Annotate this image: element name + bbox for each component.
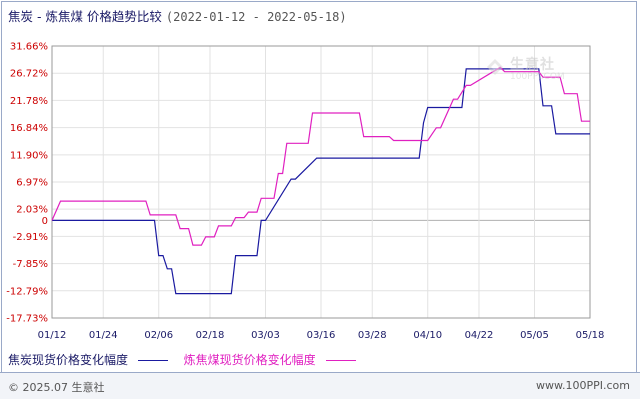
- y-tick-label: 16.84%: [10, 123, 48, 134]
- y-tick-label: 6.97%: [16, 177, 48, 188]
- y-tick-label: -12.79%: [6, 286, 48, 297]
- y-tick-label: 26.72%: [10, 69, 48, 80]
- legend-item-coking-coal: 炼焦煤现货价格变化幅度: [184, 351, 356, 368]
- x-tick-label: 03/28: [358, 330, 387, 341]
- x-tick-label: 04/22: [465, 330, 494, 341]
- x-tick-label: 01/12: [38, 330, 67, 341]
- x-tick-label: 05/18: [576, 330, 605, 341]
- y-tick-label: 21.78%: [10, 96, 48, 107]
- chart-title: 焦炭 - 炼焦煤 价格趋势比较 (2022-01-12 - 2022-05-18…: [8, 6, 347, 25]
- x-tick-label: 02/06: [144, 330, 173, 341]
- x-tick-label: 05/05: [520, 330, 549, 341]
- footer-bar: © 2025.07 生意社 www.100PPI.com: [0, 372, 640, 399]
- plot-border: [51, 45, 591, 319]
- x-tick-label: 04/10: [413, 330, 442, 341]
- footer-site-link[interactable]: www.100PPI.com: [536, 379, 630, 392]
- series-line-coking-coal: [51, 66, 590, 246]
- legend-item-coke: 焦炭现货价格变化幅度: [8, 351, 168, 368]
- x-tick-label: 03/16: [307, 330, 336, 341]
- y-tick-label: -2.91%: [13, 232, 48, 243]
- y-tick-label: -17.73%: [6, 314, 48, 325]
- watermark-subtext: 100PPI.COM: [510, 72, 565, 82]
- y-tick-label: 2.03%: [16, 205, 48, 216]
- x-tick-label: 01/24: [89, 330, 118, 341]
- legend-label-coking-coal: 炼焦煤现货价格变化幅度: [183, 353, 316, 367]
- chart-title-main: 焦炭 - 炼焦煤 价格趋势比较: [8, 9, 162, 24]
- y-tick-label: -7.85%: [13, 259, 48, 270]
- footer-copyright: © 2025.07 生意社: [8, 381, 105, 394]
- legend-swatch-coke: [137, 360, 168, 361]
- x-tick-label: 02/18: [196, 330, 225, 341]
- y-tick-label: 11.90%: [10, 150, 48, 161]
- watermark-icon: [487, 59, 503, 75]
- legend-label-coke: 焦炭现货价格变化幅度: [8, 353, 129, 367]
- x-tick-label: 03/03: [251, 330, 280, 341]
- legend-swatch-coking-coal: [325, 360, 356, 361]
- y-tick-label: 0: [42, 216, 48, 227]
- y-tick-label: 31.66%: [10, 42, 48, 53]
- watermark-logo: 生意社 100PPI.COM: [478, 54, 578, 86]
- watermark-text: 生意社: [510, 57, 555, 73]
- chart-title-range: (2022-01-12 - 2022-05-18): [165, 10, 347, 24]
- series-line-coke: [52, 68, 590, 295]
- chart-legend: 焦炭现货价格变化幅度 炼焦煤现货价格变化幅度: [8, 351, 368, 368]
